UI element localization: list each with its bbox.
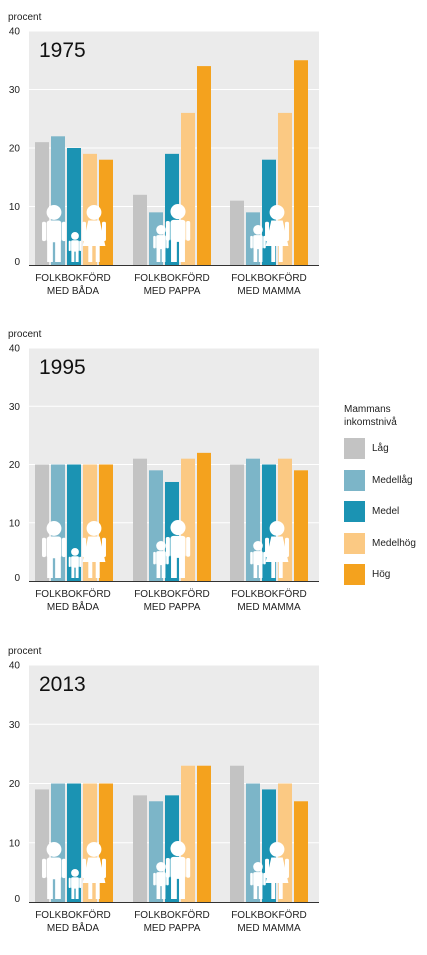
father-child-icon: [153, 520, 191, 578]
y-axis-label: procent: [8, 12, 42, 23]
category-label: MED BÅDA: [47, 600, 100, 613]
y-tick-label: 20: [9, 779, 21, 790]
category-label: FOLKBOKFÖRD: [134, 272, 210, 284]
category-label: MED PAPPA: [144, 602, 201, 613]
bar: [294, 801, 308, 902]
family-icon: [42, 842, 106, 899]
bar: [230, 765, 244, 902]
legend-label: Låg: [372, 443, 389, 454]
legend-item: Hög: [344, 564, 427, 585]
legend-title: Mammans inkomstnivå: [344, 403, 427, 429]
bar: [99, 783, 113, 902]
bar: [133, 194, 147, 265]
mother-child-icon: [250, 205, 289, 262]
bar: [35, 789, 49, 902]
y-tick-label: 40: [9, 661, 21, 672]
legend-item: Låg: [344, 438, 427, 459]
y-tick-label: 0: [14, 573, 20, 584]
legend-swatch: [344, 469, 365, 491]
bar: [99, 464, 113, 581]
category-label: MED BÅDA: [47, 284, 100, 297]
bar: [133, 458, 147, 581]
father-child-icon: [153, 841, 191, 899]
bar: [197, 452, 211, 581]
legend-label: Hög: [372, 569, 391, 580]
mother-child-icon: [250, 521, 289, 578]
legend: Mammans inkomstnivå Låg Medellåg Medel Mede…: [344, 403, 427, 596]
legend-item: Medel: [344, 501, 427, 522]
y-axis-label: procent: [8, 646, 42, 657]
category-label: FOLKBOKFÖRD: [231, 588, 307, 600]
bar: [230, 200, 244, 265]
category-label: FOLKBOKFÖRD: [231, 272, 307, 284]
category-label: MED MAMMA: [237, 286, 301, 297]
chart-title: 2013: [39, 673, 86, 696]
legend-item: Medellåg: [344, 469, 427, 491]
legend-item: Medelhög: [344, 532, 427, 554]
legend-label: Medelhög: [372, 537, 416, 549]
legend-swatch: [344, 532, 365, 554]
legend-title-line1: Mammans: [344, 404, 391, 415]
bar: [133, 795, 147, 902]
family-icon: [42, 205, 106, 262]
legend-swatch: [344, 438, 365, 459]
mother-child-icon: [250, 842, 289, 899]
category-label: MED BÅDA: [47, 921, 100, 934]
category-label: MED PAPPA: [144, 286, 201, 297]
bar: [230, 464, 244, 581]
bar: [294, 470, 308, 581]
y-tick-label: 10: [9, 518, 21, 529]
category-label: FOLKBOKFÖRD: [134, 588, 210, 600]
y-tick-label: 10: [9, 838, 21, 849]
category-label: FOLKBOKFÖRD: [35, 909, 111, 921]
y-tick-label: 30: [9, 85, 21, 96]
y-tick-label: 40: [9, 27, 21, 38]
legend-label: Medellåg: [372, 474, 413, 486]
y-tick-label: 40: [9, 344, 21, 355]
bar: [294, 60, 308, 265]
y-tick-label: 0: [14, 894, 20, 905]
legend-swatch: [344, 501, 365, 522]
bar: [149, 801, 163, 902]
chart-title: 1975: [39, 39, 86, 62]
father-child-icon: [153, 204, 191, 262]
legend-items: Låg Medellåg Medel Medelhög Hög: [344, 438, 427, 585]
category-label: MED MAMMA: [237, 602, 301, 613]
category-label: MED PAPPA: [144, 923, 201, 934]
category-label: FOLKBOKFÖRD: [134, 909, 210, 921]
category-label: FOLKBOKFÖRD: [231, 909, 307, 921]
y-tick-label: 30: [9, 720, 21, 731]
y-tick-label: 30: [9, 402, 21, 413]
category-label: FOLKBOKFÖRD: [35, 272, 111, 284]
y-tick-label: 10: [9, 202, 21, 213]
legend-swatch: [344, 564, 365, 585]
y-tick-label: 0: [14, 257, 20, 268]
legend-title-line2: inkomstnivå: [344, 417, 397, 428]
category-label: MED MAMMA: [237, 923, 301, 934]
bar: [197, 66, 211, 265]
bar: [35, 464, 49, 581]
legend-label: Medel: [372, 506, 400, 517]
category-label: FOLKBOKFÖRD: [35, 588, 111, 600]
y-tick-label: 20: [9, 460, 21, 471]
bar: [35, 142, 49, 265]
y-tick-label: 20: [9, 144, 21, 155]
family-icon: [42, 521, 106, 578]
bar: [246, 458, 260, 581]
chart-title: 1995: [39, 356, 86, 379]
bar: [197, 765, 211, 902]
y-axis-label: procent: [8, 329, 42, 340]
